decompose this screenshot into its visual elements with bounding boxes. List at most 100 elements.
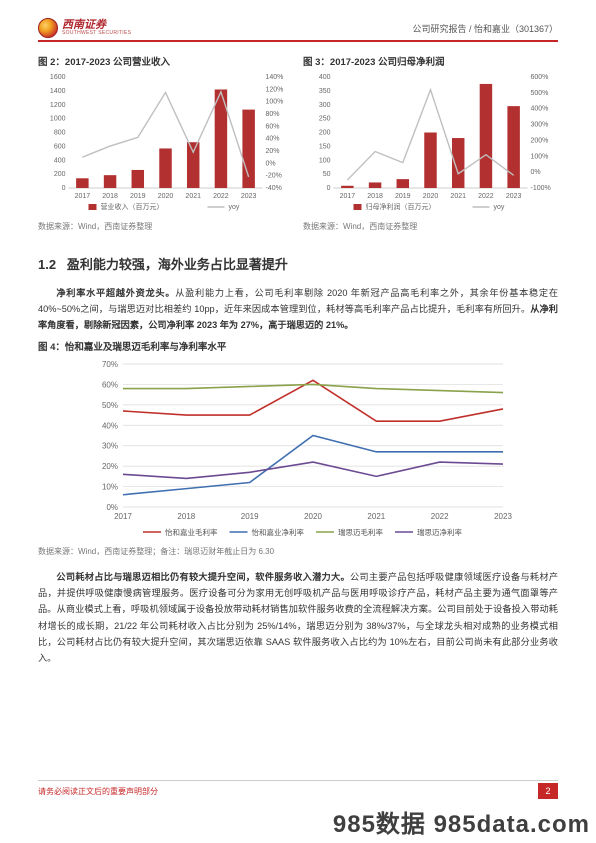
svg-text:20%: 20% [102, 462, 118, 471]
svg-text:瑞思迈毛利率: 瑞思迈毛利率 [338, 527, 383, 537]
svg-text:2020: 2020 [423, 193, 439, 200]
svg-text:2019: 2019 [395, 193, 411, 200]
svg-text:0%: 0% [266, 160, 276, 167]
svg-text:250: 250 [319, 116, 331, 123]
svg-text:2022: 2022 [478, 193, 494, 200]
svg-text:200: 200 [319, 130, 331, 137]
svg-text:0: 0 [327, 185, 331, 192]
svg-text:80%: 80% [266, 111, 280, 118]
fig3-chart: 050100150200250300350400-100%0%100%200%3… [303, 71, 558, 216]
section-heading: 1.2 盈利能力较强，海外业务占比显著提升 [38, 254, 558, 273]
fig3-title: 图 3：2017-2023 公司归母净利润 [303, 54, 558, 68]
svg-text:600%: 600% [531, 74, 549, 81]
svg-text:1400: 1400 [50, 88, 66, 95]
svg-text:400: 400 [54, 157, 66, 164]
svg-text:10%: 10% [102, 483, 118, 492]
page-header: 西南证券 SOUTHWEST SECURITIES 公司研究报告 / 怡和嘉业（… [38, 18, 558, 42]
fig4-chart: 0% 10% 20% 30% 40% 50% 60% 70% 2017 2018 2019 2020 2… [38, 356, 558, 541]
svg-text:2017: 2017 [75, 193, 91, 200]
svg-text:怡和嘉业净利率: 怡和嘉业净利率 [252, 527, 305, 537]
svg-text:2023: 2023 [241, 193, 257, 200]
svg-text:归母净利润（百万元）: 归母净利润（百万元） [366, 202, 436, 211]
svg-text:120%: 120% [266, 86, 284, 93]
svg-text:150: 150 [319, 143, 331, 150]
svg-text:400%: 400% [531, 106, 549, 113]
logo-text-en: SOUTHWEST SECURITIES [62, 31, 131, 36]
page-footer: 请务必阅读正文后的重要声明部分 2 [38, 780, 558, 799]
svg-text:60%: 60% [102, 381, 118, 390]
svg-text:40%: 40% [266, 136, 280, 143]
svg-text:400: 400 [319, 74, 331, 81]
svg-text:0%: 0% [531, 169, 541, 176]
svg-text:怡和嘉业毛利率: 怡和嘉业毛利率 [165, 527, 218, 537]
para1: 净利率水平超越外资龙头。从盈利能力上看，公司毛利率剔除 2020 年新冠产品高毛… [38, 285, 558, 333]
svg-text:2021: 2021 [450, 193, 466, 200]
svg-text:2020: 2020 [158, 193, 174, 200]
svg-text:60%: 60% [266, 123, 280, 130]
svg-text:-100%: -100% [531, 185, 551, 192]
fig2-source: 数据来源：Wind，西南证券整理 [38, 221, 293, 232]
para2: 公司耗材占比与瑞思迈相比仍有较大提升空间，软件服务收入潜力大。公司主要产品包括呼… [38, 569, 558, 666]
para2-b1: 公司耗材占比与瑞思迈相比仍有较大提升空间，软件服务收入潜力大。 [56, 572, 350, 582]
svg-text:2017: 2017 [114, 512, 132, 521]
svg-text:yoy: yoy [494, 204, 505, 211]
logo-block: 西南证券 SOUTHWEST SECURITIES [38, 18, 131, 38]
svg-text:0%: 0% [106, 503, 118, 512]
svg-text:20%: 20% [266, 148, 280, 155]
fig3-block: 图 3：2017-2023 公司归母净利润 0 50 100 150 200 250 300… [303, 54, 558, 232]
svg-text:50: 50 [323, 171, 331, 178]
section-title: 盈利能力较强，海外业务占比显著提升 [67, 257, 288, 272]
para2-t1: 公司主要产品包括呼吸健康领域医疗设备与耗材产品，并提供呼吸健康慢病管理服务。医疗… [38, 572, 558, 662]
svg-text:-40%: -40% [266, 185, 282, 192]
svg-text:200: 200 [54, 171, 66, 178]
fig2-title: 图 2：2017-2023 公司营业收入 [38, 54, 293, 68]
svg-text:40%: 40% [102, 422, 118, 431]
svg-text:2018: 2018 [367, 193, 383, 200]
fig3-source: 数据来源：Wind，西南证券整理 [303, 221, 558, 232]
svg-text:500%: 500% [531, 90, 549, 97]
svg-text:2023: 2023 [494, 512, 512, 521]
svg-text:1200: 1200 [50, 102, 66, 109]
fig2-block: 图 2：2017-2023 公司营业收入 0 200 400 600 800 1000 12… [38, 54, 293, 232]
footer-disclaimer: 请务必阅读正文后的重要声明部分 [38, 786, 158, 797]
fig4-source: 数据来源：Wind，西南证券整理；备注：瑞思迈财年截止日为 6.30 [38, 546, 558, 557]
svg-text:100: 100 [319, 157, 331, 164]
svg-text:30%: 30% [102, 442, 118, 451]
svg-text:-20%: -20% [266, 173, 282, 180]
watermark: 985数据 985data.com [333, 804, 590, 839]
svg-text:200%: 200% [531, 137, 549, 144]
section-num: 1.2 [38, 257, 56, 272]
svg-text:2018: 2018 [102, 193, 118, 200]
header-right-text: 公司研究报告 / 怡和嘉业（301367） [412, 22, 558, 35]
svg-text:1600: 1600 [50, 74, 66, 81]
figs-row: 图 2：2017-2023 公司营业收入 0200400600800100012… [38, 54, 558, 232]
svg-text:2017: 2017 [340, 193, 356, 200]
svg-text:1000: 1000 [50, 116, 66, 123]
svg-text:100%: 100% [266, 99, 284, 106]
svg-text:2018: 2018 [177, 512, 195, 521]
svg-text:0: 0 [62, 185, 66, 192]
svg-text:2022: 2022 [213, 193, 229, 200]
svg-text:2019: 2019 [130, 193, 146, 200]
fig2-chart: 0 200 400 600 800 1000 1200 1400 1600 -40% -20% 0% 2… [38, 71, 293, 216]
svg-text:2021: 2021 [367, 512, 385, 521]
svg-text:yoy: yoy [229, 204, 240, 211]
svg-text:70%: 70% [102, 360, 118, 369]
svg-text:2020: 2020 [304, 512, 322, 521]
svg-text:350: 350 [319, 88, 331, 95]
svg-text:营业收入（百万元）: 营业收入（百万元） [101, 202, 164, 211]
logo-icon [38, 18, 58, 38]
svg-text:2019: 2019 [241, 512, 259, 521]
svg-text:100%: 100% [531, 153, 549, 160]
svg-text:2023: 2023 [506, 193, 522, 200]
svg-text:2022: 2022 [431, 512, 449, 521]
para1-b1: 净利率水平超越外资龙头。 [56, 288, 175, 298]
svg-text:140%: 140% [266, 74, 284, 81]
svg-text:瑞思迈净利率: 瑞思迈净利率 [417, 527, 462, 537]
svg-text:300%: 300% [531, 122, 549, 129]
fig4-title: 图 4：怡和嘉业及瑞思迈毛利率与净利率水平 [38, 339, 558, 353]
svg-text:50%: 50% [102, 401, 118, 410]
svg-text:600: 600 [54, 143, 66, 150]
svg-text:800: 800 [54, 130, 66, 137]
page-number-badge: 2 [538, 783, 558, 799]
